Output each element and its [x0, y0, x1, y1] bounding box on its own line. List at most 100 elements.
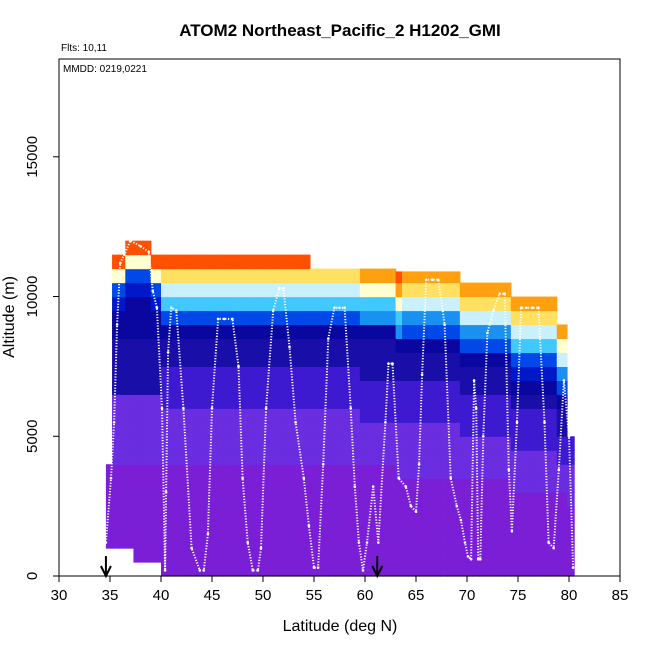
heatmap-cell: [365, 548, 373, 563]
heatmap-cell: [278, 282, 286, 298]
heatmap-cell: [533, 310, 541, 326]
heatmap-cell: [216, 548, 224, 563]
heatmap-cell: [241, 324, 249, 340]
heatmap-cell: [421, 408, 429, 423]
heatmap-cell: [395, 394, 403, 409]
heatmap-cell: [427, 380, 435, 395]
heatmap-cell: [334, 352, 342, 367]
heatmap-cell: [118, 366, 126, 381]
heatmap-cell: [341, 268, 349, 284]
heatmap-cell: [491, 422, 499, 437]
heatmap-cell: [365, 422, 373, 437]
heatmap-cell: [179, 268, 187, 284]
heatmap-cell: [528, 436, 535, 451]
heatmap-cell: [316, 310, 324, 326]
heatmap-cell: [297, 352, 305, 367]
heatmap-cell: [138, 506, 144, 521]
heatmap-cell: [522, 464, 529, 479]
heatmap-cell: [371, 436, 379, 451]
heatmap-cell: [485, 352, 493, 367]
flight-track-point: [391, 362, 394, 365]
heatmap-cell: [533, 296, 541, 312]
heatmap-cell: [161, 282, 168, 298]
heatmap-cell: [377, 436, 385, 451]
heatmap-cell: [453, 422, 461, 437]
heatmap-cell: [198, 422, 206, 437]
heatmap-cell: [235, 506, 243, 521]
heatmap-cell: [223, 254, 230, 270]
heatmap-cell: [383, 450, 391, 465]
heatmap-cell: [466, 464, 474, 479]
heatmap-cell: [341, 408, 349, 423]
heatmap-cell: [427, 450, 435, 465]
heatmap-cell: [395, 506, 403, 521]
heatmap-cell: [254, 296, 261, 312]
heatmap-cell: [491, 450, 499, 465]
flight-track-point: [567, 435, 571, 438]
heatmap-cell: [309, 282, 317, 298]
heatmap-cell: [556, 338, 563, 354]
heatmap-cell: [229, 408, 237, 423]
heatmap-cell: [365, 366, 373, 381]
heatmap-cell: [377, 352, 385, 367]
heatmap-cell: [223, 422, 230, 437]
heatmap-cell: [510, 408, 518, 423]
heatmap-cell: [377, 450, 385, 465]
heatmap-cell: [192, 394, 199, 409]
heatmap-cell: [216, 436, 224, 451]
heatmap-cell: [377, 548, 385, 563]
heatmap-cell: [247, 548, 255, 563]
heatmap-cell: [133, 254, 139, 270]
heatmap-cell: [138, 254, 144, 270]
heatmap-cell: [198, 352, 206, 367]
heatmap-cell: [539, 408, 546, 423]
heatmap-cell: [241, 422, 249, 437]
heatmap-cell: [118, 282, 126, 298]
heatmap-cell: [447, 394, 455, 409]
heatmap-cell: [341, 282, 349, 298]
heatmap-cell: [150, 338, 157, 354]
heatmap-cell: [173, 450, 181, 465]
heatmap-cell: [216, 338, 224, 354]
heatmap-cell: [328, 268, 336, 284]
heatmap-cell: [440, 436, 448, 451]
flight-track-point: [384, 421, 387, 424]
flight-track-point: [112, 421, 116, 424]
heatmap-cell: [359, 338, 367, 354]
heatmap-cell: [216, 408, 224, 423]
heatmap-cell: [179, 506, 187, 521]
heatmap-cell: [341, 436, 349, 451]
heatmap-cell: [285, 478, 292, 493]
heatmap-cell: [291, 366, 299, 381]
heatmap-cell: [322, 436, 330, 451]
flight-track-point: [519, 306, 523, 310]
heatmap-cell: [556, 394, 563, 409]
heatmap-cell: [533, 534, 541, 549]
heatmap-cell: [528, 352, 535, 367]
heatmap-cell: [459, 380, 467, 395]
heatmap-cell: [510, 562, 518, 577]
heatmap-cell: [210, 534, 218, 549]
heatmap-cell: [408, 394, 416, 409]
flight-track-point: [241, 476, 244, 480]
flight-track-layer: [104, 239, 575, 572]
heatmap-cell: [434, 506, 442, 521]
heatmap-cell: [353, 464, 361, 479]
heatmap-cell: [138, 422, 144, 437]
heatmap-cell: [150, 464, 157, 479]
heatmap-cell: [414, 324, 422, 340]
heatmap-cell: [216, 520, 224, 535]
heatmap-cell: [278, 310, 286, 326]
heatmap-cell: [402, 436, 410, 451]
heatmap-cell: [303, 310, 311, 326]
heatmap-cell: [198, 450, 206, 465]
heatmap-cell: [204, 492, 212, 507]
heatmap-cell: [272, 548, 280, 563]
heatmap-cell: [478, 492, 486, 507]
flight-track-point: [151, 289, 155, 293]
heatmap-cell: [105, 520, 113, 535]
heatmap-cell: [142, 422, 152, 437]
heatmap-cell: [155, 492, 162, 507]
heatmap-cell: [347, 506, 355, 521]
heatmap-cell: [485, 436, 493, 451]
